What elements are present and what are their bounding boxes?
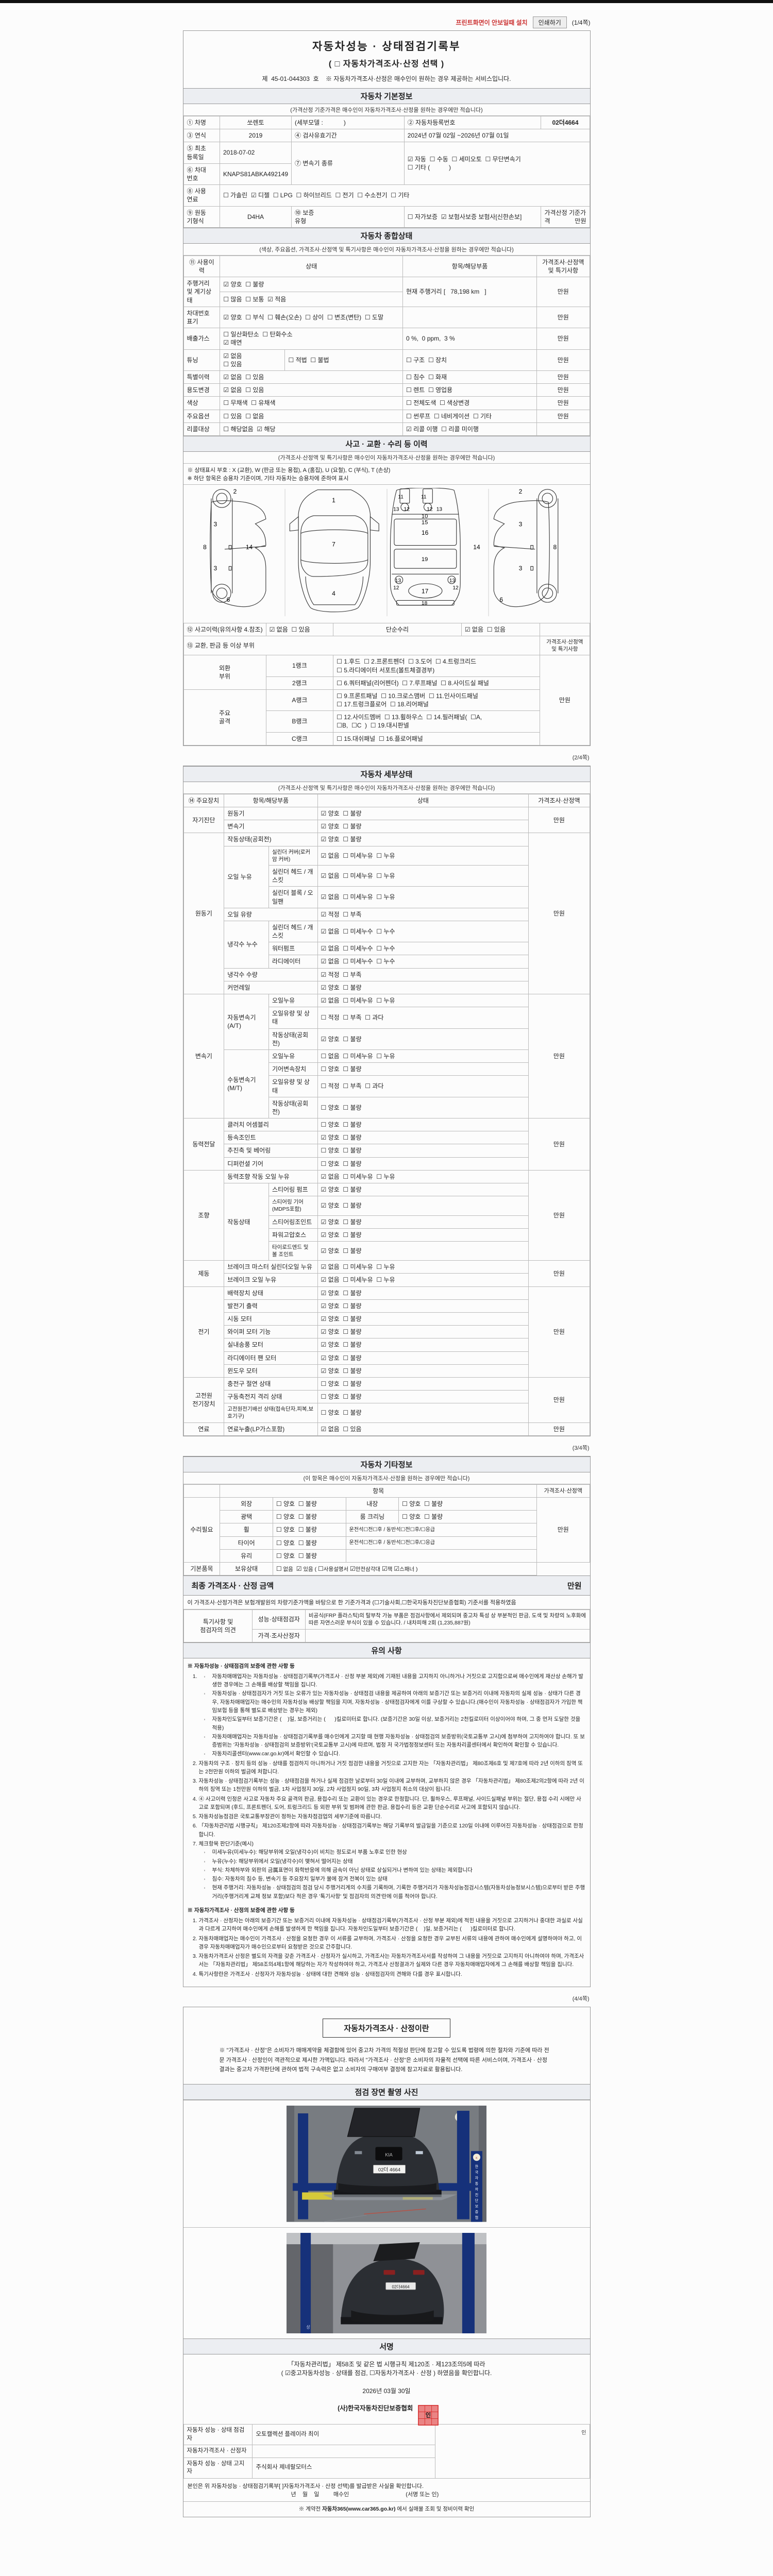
svg-text:13: 13 — [449, 578, 455, 584]
svg-text:8: 8 — [203, 544, 207, 551]
svg-text:1: 1 — [332, 497, 335, 504]
svg-text:6: 6 — [226, 596, 230, 603]
svg-text:11: 11 — [398, 494, 404, 500]
svg-text:자: 자 — [475, 2175, 479, 2180]
svg-text:15: 15 — [421, 520, 427, 526]
svg-text:2: 2 — [233, 488, 237, 495]
svg-text:국: 국 — [475, 2170, 479, 2174]
svg-text:13: 13 — [393, 506, 399, 512]
svg-text:14: 14 — [245, 544, 253, 551]
svg-text:3: 3 — [213, 565, 217, 572]
svg-text:16: 16 — [421, 529, 428, 536]
svg-text:인: 인 — [426, 2412, 431, 2419]
svg-text:02더 4664: 02더 4664 — [378, 2167, 401, 2173]
svg-text:14: 14 — [473, 544, 480, 551]
svg-text:상: 상 — [306, 2324, 310, 2329]
svg-text:12: 12 — [427, 506, 433, 512]
svg-text:3: 3 — [518, 565, 522, 572]
svg-text:10: 10 — [421, 513, 427, 519]
svg-text:7: 7 — [332, 540, 335, 548]
svg-text:보: 보 — [475, 2205, 479, 2209]
svg-text:17: 17 — [421, 587, 428, 595]
svg-text:차: 차 — [475, 2187, 479, 2191]
svg-text:4: 4 — [332, 590, 335, 597]
svg-text:단: 단 — [475, 2198, 479, 2203]
svg-text:12: 12 — [404, 506, 410, 512]
svg-text:8: 8 — [553, 544, 557, 551]
svg-text:3: 3 — [518, 520, 522, 528]
svg-text:동: 동 — [475, 2181, 479, 2185]
svg-text:2: 2 — [518, 488, 522, 495]
svg-text:KIA: KIA — [385, 2152, 393, 2157]
svg-text:13: 13 — [436, 506, 442, 512]
svg-text:협: 협 — [475, 2215, 478, 2220]
svg-text:02더4664: 02더4664 — [392, 2284, 410, 2289]
svg-text:3: 3 — [213, 520, 217, 528]
svg-text:한: 한 — [475, 2164, 479, 2168]
svg-text:19: 19 — [421, 556, 427, 563]
svg-text:6: 6 — [499, 596, 503, 603]
svg-text:증: 증 — [475, 2210, 479, 2214]
svg-text:12: 12 — [452, 585, 459, 591]
svg-text:12: 12 — [393, 585, 399, 591]
svg-text:13: 13 — [395, 578, 401, 584]
svg-text:진: 진 — [475, 2192, 478, 2197]
svg-text:18: 18 — [421, 601, 427, 606]
svg-text:11: 11 — [421, 494, 426, 500]
